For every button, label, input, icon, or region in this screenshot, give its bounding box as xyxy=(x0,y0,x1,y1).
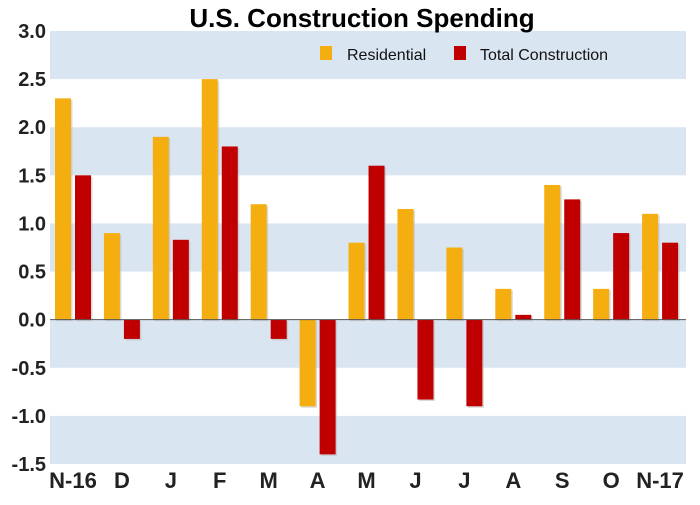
x-tick-label: M xyxy=(260,468,278,493)
bar-residential-8 xyxy=(446,247,463,320)
bar-total-construction-8 xyxy=(466,319,483,407)
bar-residential-2 xyxy=(152,136,169,320)
y-tick-label: -1.5 xyxy=(12,454,46,476)
x-tick-label: N-16 xyxy=(49,468,97,493)
x-tick-label: J xyxy=(165,468,177,493)
bar-total-construction-9 xyxy=(515,314,532,320)
bar-total-construction-10 xyxy=(564,199,581,320)
y-axis-ticks: 3.0 2.5 2.0 1.5 1.0 0.5 0.0 -0.5 -1.0 -1.5 xyxy=(12,21,46,476)
bar-residential-0 xyxy=(55,98,71,320)
y-tick-label: 0.0 xyxy=(18,310,46,332)
bar-total-construction-5 xyxy=(319,319,336,455)
bar-residential-5 xyxy=(299,319,316,407)
y-tick-label: -1.0 xyxy=(12,406,46,428)
bar-total-construction-4 xyxy=(270,319,287,339)
y-tick-label: 2.5 xyxy=(18,69,46,91)
bar-total-construction-0 xyxy=(75,175,91,320)
legend-label-residential: Residential xyxy=(347,47,426,64)
legend-swatch-total-construction xyxy=(454,46,466,60)
bar-group xyxy=(55,79,680,456)
legend: Residential Total Construction xyxy=(320,46,608,64)
x-tick-label: O xyxy=(603,468,620,493)
grid-band xyxy=(50,319,686,368)
bar-residential-12 xyxy=(642,213,659,320)
x-tick-label: S xyxy=(555,468,570,493)
x-tick-label: A xyxy=(310,468,326,493)
grid-band xyxy=(50,31,686,80)
x-tick-label: J xyxy=(409,468,421,493)
x-tick-label: A xyxy=(505,468,521,493)
y-tick-label: 1.0 xyxy=(18,213,46,235)
bar-total-construction-11 xyxy=(613,233,630,320)
legend-label-total-construction: Total Construction xyxy=(480,47,608,64)
bar-total-construction-6 xyxy=(368,165,385,320)
bar-residential-6 xyxy=(348,242,365,320)
grid-band xyxy=(50,415,686,464)
bar-residential-7 xyxy=(397,209,414,320)
y-tick-label: -0.5 xyxy=(12,358,46,380)
bar-total-construction-3 xyxy=(221,146,238,320)
grid-band xyxy=(50,223,686,272)
bar-residential-4 xyxy=(250,204,267,320)
bar-residential-11 xyxy=(593,288,610,320)
grid-bands xyxy=(50,31,686,464)
y-tick-label: 3.0 xyxy=(18,21,46,43)
y-tick-label: 2.0 xyxy=(18,117,46,139)
bar-residential-9 xyxy=(495,288,512,320)
x-axis-ticks: N-16 D J F M A M J J A S O N-17 xyxy=(49,468,684,493)
bar-residential-1 xyxy=(103,233,120,320)
chart-title: U.S. Construction Spending xyxy=(189,3,534,33)
x-tick-label: N-17 xyxy=(636,468,684,493)
y-tick-label: 1.5 xyxy=(18,165,46,187)
bar-total-construction-7 xyxy=(417,319,434,400)
grid-band xyxy=(50,127,686,176)
bar-residential-10 xyxy=(544,184,561,320)
x-tick-label: F xyxy=(213,468,226,493)
bar-residential-3 xyxy=(201,79,218,320)
bar-total-construction-12 xyxy=(662,242,679,320)
x-tick-label: D xyxy=(114,468,130,493)
legend-swatch-residential xyxy=(320,46,332,60)
bar-total-construction-2 xyxy=(172,239,189,320)
x-tick-label: M xyxy=(357,468,375,493)
bar-total-construction-1 xyxy=(123,319,140,339)
x-tick-label: J xyxy=(458,468,470,493)
y-tick-label: 0.5 xyxy=(18,262,46,284)
